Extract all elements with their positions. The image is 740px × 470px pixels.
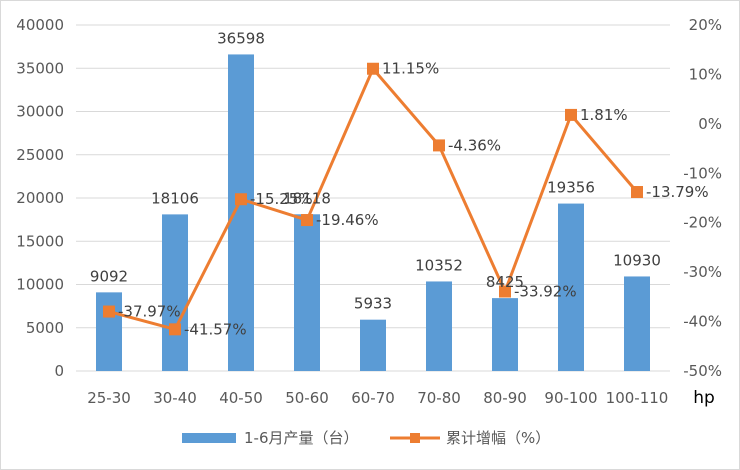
y-tick-label: 25000 bbox=[16, 146, 64, 164]
y-tick-label: 20000 bbox=[16, 189, 64, 207]
x-tick-label: 40-50 bbox=[219, 389, 263, 407]
line-marker bbox=[169, 323, 181, 336]
line-marker bbox=[499, 285, 511, 298]
line-marker bbox=[565, 108, 577, 121]
bar-value-label: 10930 bbox=[613, 251, 661, 269]
bar bbox=[360, 319, 386, 371]
y2-tick-label: 10% bbox=[689, 65, 722, 83]
x-unit-label: hp bbox=[693, 388, 715, 408]
x-tick-label: 80-90 bbox=[483, 389, 527, 407]
legend-bar-swatch bbox=[182, 433, 236, 443]
bar-value-label: 18118 bbox=[283, 189, 331, 207]
bar bbox=[492, 298, 518, 371]
line-value-label: -15.25% bbox=[250, 190, 313, 208]
legend-bar-label: 1-6月产量（台） bbox=[244, 429, 359, 447]
line-value-label: -37.97% bbox=[118, 303, 181, 321]
bar bbox=[96, 292, 122, 371]
line-value-label: 11.15% bbox=[382, 60, 439, 78]
legend-line-label: 累计增幅（%） bbox=[446, 429, 550, 447]
bar-value-label: 8425 bbox=[486, 273, 524, 291]
y2-tick-label: -40% bbox=[683, 313, 722, 331]
data-labels: 9092 18106 36598 18118 5933 10352 8425 19356 109… bbox=[90, 29, 709, 338]
y-tick-label: 40000 bbox=[16, 16, 64, 34]
x-tick-label: 30-40 bbox=[153, 389, 197, 407]
bar-value-label: 9092 bbox=[90, 267, 128, 285]
line-marker bbox=[433, 139, 445, 152]
line-value-label: -4.36% bbox=[448, 136, 501, 154]
y2-tick-label: 0% bbox=[698, 115, 722, 133]
line-marker bbox=[103, 305, 115, 318]
x-tick-label: 50-60 bbox=[285, 389, 329, 407]
y2-tick-label: 20% bbox=[689, 16, 722, 34]
line-value-label: -41.57% bbox=[184, 320, 247, 338]
bar bbox=[624, 276, 650, 371]
bar bbox=[228, 54, 254, 371]
line-marker bbox=[631, 186, 643, 199]
y-tick-label: 30000 bbox=[16, 103, 64, 121]
line-value-label: -33.92% bbox=[514, 283, 577, 301]
y-tick-label: 35000 bbox=[16, 59, 64, 77]
bar-value-label: 5933 bbox=[354, 295, 392, 313]
y-tick-label: 15000 bbox=[16, 232, 64, 250]
bar bbox=[558, 203, 584, 371]
bar-value-label: 10352 bbox=[415, 256, 463, 274]
x-axis: 25-30 30-40 40-50 50-60 60-70 70-80 80-90 90-10… bbox=[87, 389, 668, 407]
y2-tick-label: -10% bbox=[683, 164, 722, 182]
y-tick-label: 0 bbox=[54, 362, 64, 380]
bar bbox=[426, 281, 452, 371]
bar-value-label: 19356 bbox=[547, 179, 595, 197]
left-axis: 0 5000 10000 15000 20000 25000 30000 35000 40000 bbox=[16, 16, 64, 380]
x-tick-label: 60-70 bbox=[351, 389, 395, 407]
x-tick-label: 100-110 bbox=[606, 389, 669, 407]
bar-series bbox=[96, 54, 650, 371]
line-value-label: -19.46% bbox=[316, 211, 379, 229]
line-value-label: -13.79% bbox=[646, 183, 709, 201]
legend: 1-6月产量（台） 累计增幅（%） bbox=[182, 429, 550, 447]
x-tick-label: 90-100 bbox=[544, 389, 597, 407]
bar bbox=[294, 214, 320, 371]
y2-tick-label: -30% bbox=[683, 263, 722, 281]
right-axis: -50% -40% -30% -20% -10% 0% 10% 20% bbox=[683, 16, 722, 380]
line-marker bbox=[235, 193, 247, 206]
legend-line-marker bbox=[410, 433, 420, 443]
y-tick-label: 5000 bbox=[26, 319, 64, 337]
y-tick-label: 10000 bbox=[16, 276, 64, 294]
x-tick-label: 70-80 bbox=[417, 389, 461, 407]
bar-value-label: 36598 bbox=[217, 29, 265, 47]
bar bbox=[162, 214, 188, 371]
bar-value-label: 18106 bbox=[151, 189, 199, 207]
line-value-label: 1.81% bbox=[580, 106, 628, 124]
line-series bbox=[103, 62, 643, 336]
y2-tick-label: -50% bbox=[683, 362, 722, 380]
y2-tick-label: -20% bbox=[683, 214, 722, 232]
x-tick-label: 25-30 bbox=[87, 389, 131, 407]
line-marker bbox=[301, 214, 313, 227]
line-marker bbox=[367, 62, 379, 75]
